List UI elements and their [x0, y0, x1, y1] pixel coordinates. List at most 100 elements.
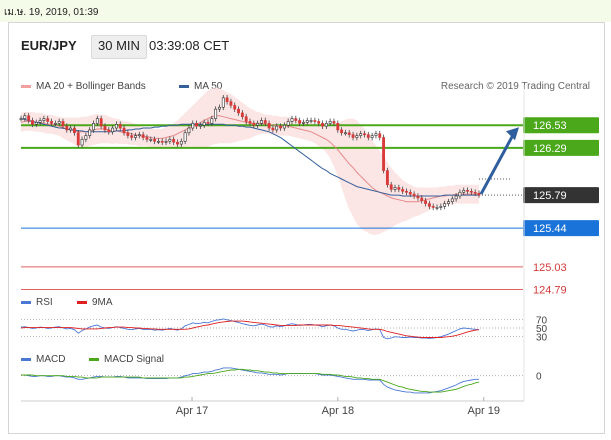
candle-body: [27, 115, 31, 121]
candle-body: [401, 189, 405, 192]
candle-body: [435, 207, 439, 209]
top-bar: เม.ษ. 19, 2019, 01:39: [0, 0, 611, 22]
candle-body: [397, 187, 401, 190]
candle-body: [363, 133, 366, 136]
rsi-ma-swatch: [77, 301, 87, 304]
candle-body: [405, 191, 408, 193]
candle-body: [19, 118, 23, 120]
candle-body: [237, 108, 240, 114]
candle-body: [244, 116, 248, 122]
candle-body: [191, 123, 195, 129]
candle-body: [290, 118, 294, 122]
candle-body: [263, 120, 267, 124]
currency-pair: EUR/JPY: [21, 38, 77, 53]
candle-body: [240, 112, 244, 118]
candle-body: [99, 118, 103, 127]
rsi-ma-line: [20, 320, 480, 338]
candle-body: [153, 139, 157, 142]
candle-body: [313, 120, 317, 122]
candle-body: [477, 192, 481, 196]
candle-body: [462, 190, 466, 193]
candle-body: [65, 125, 69, 131]
candle-body: [458, 191, 462, 197]
candle-body: [137, 134, 141, 136]
research-credit: Research © 2019 Trading Central: [440, 81, 590, 92]
level-label-124.79: 124.79: [533, 285, 567, 297]
legend-macd-label: MACD: [36, 354, 66, 365]
chart-canvas: 126.53 126.29 125.79 125.44 125.03 124.79 7050…: [19, 85, 599, 417]
candle-body: [130, 135, 134, 138]
level-box-126.53: [523, 117, 599, 134]
candle-body: [57, 121, 61, 124]
candle-body: [347, 132, 351, 135]
candle-body: [340, 129, 344, 134]
macd-signal-swatch: [89, 358, 99, 361]
macd-line: [21, 367, 479, 394]
timeframe-selector[interactable]: 30 MIN: [91, 35, 147, 59]
candle-body: [256, 123, 260, 126]
candle-body: [374, 133, 378, 136]
candle-body: [351, 134, 355, 138]
candle-body: [286, 121, 290, 126]
candle-body: [431, 206, 435, 208]
candle-body: [31, 120, 34, 125]
candle-body: [282, 124, 286, 129]
candle-body: [378, 133, 382, 138]
legend-rsi-label: RSI: [36, 297, 53, 308]
candle-body: [382, 137, 386, 171]
level-box-125.44: [523, 220, 599, 237]
legend-rsi-ma-label: 9MA: [92, 297, 113, 308]
rsi-swatch: [21, 301, 31, 304]
candle-body: [84, 135, 88, 140]
candle-body: [324, 123, 328, 127]
ma20-swatch: [21, 85, 31, 88]
candle-body: [321, 123, 324, 127]
candle-body: [424, 200, 428, 204]
candle-body: [72, 127, 76, 134]
candle-body: [252, 123, 256, 126]
macd-swatch: [21, 358, 31, 361]
macd-signal-line: [21, 368, 480, 393]
candle-body: [309, 120, 313, 122]
candle-body: [443, 203, 447, 207]
candle-body: [172, 139, 176, 143]
candle-body: [198, 124, 202, 127]
x-tick-label: Apr 17: [176, 405, 208, 417]
legend-ma20-bollinger: MA 20 + Bollinger Bands: [21, 81, 146, 92]
quote-time: 03:39:08 CET: [149, 38, 230, 53]
candle-body: [355, 135, 359, 138]
chart-panel: EUR/JPY 30 MIN 03:39:08 CET MA 20 + Boll…: [8, 22, 605, 434]
rsi-line: [20, 318, 480, 340]
candle-body: [336, 123, 340, 131]
candle-body: [279, 125, 282, 129]
candle-body: [221, 97, 225, 108]
candle-body: [454, 195, 458, 200]
candle-body: [103, 125, 107, 131]
candle-body: [42, 118, 46, 121]
legend-ma20-label: MA 20 + Bollinger Bands: [36, 81, 146, 92]
legend-rsi: RSI: [21, 297, 53, 308]
candle-body: [187, 127, 191, 134]
candle-body: [111, 127, 115, 133]
candle-body: [447, 201, 450, 204]
candle-body: [202, 122, 206, 126]
candle-body: [168, 139, 172, 142]
x-tick-label: Apr 19: [468, 405, 500, 417]
candle-body: [317, 121, 321, 124]
level-label-126.29: 126.29: [533, 143, 567, 155]
candle-body: [134, 135, 137, 138]
x-tick-label: Apr 18: [322, 405, 354, 417]
forecast-arrow-head: [506, 127, 519, 141]
forecast-arrow-shaft: [479, 132, 516, 195]
candle-body: [466, 190, 469, 192]
candle-body: [176, 141, 179, 145]
ma50-line: [20, 118, 479, 197]
candle-body: [46, 118, 50, 122]
candle-body: [114, 123, 118, 129]
candle-body: [38, 120, 42, 123]
candle-body: [50, 121, 53, 124]
candle-body: [92, 123, 95, 131]
level-label-125.44: 125.44: [533, 223, 567, 235]
legend-macd-signal-label: MACD Signal: [104, 354, 165, 365]
candle-body: [271, 127, 275, 131]
